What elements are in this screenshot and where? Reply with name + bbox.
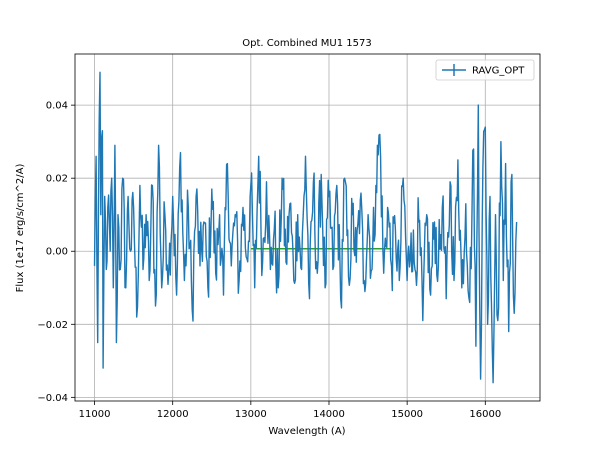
chart-title: Opt. Combined MU1 1573 <box>242 38 371 49</box>
plot-area: 11000 12000 13000 14000 15000 16000 −0.04 −0.02… <box>37 53 541 420</box>
y-axis-label: Flux (1e17 erg/s/cm^2/A) <box>15 164 26 293</box>
x-tick-label: 15000 <box>391 409 423 420</box>
series-line-ravg-opt <box>93 71 518 384</box>
y-tick-label: −0.04 <box>37 393 68 404</box>
x-tick-label: 13000 <box>235 409 267 420</box>
axes-frame <box>74 53 541 402</box>
y-tick-label: −0.02 <box>37 320 68 331</box>
y-tick-label: 0.04 <box>46 101 68 112</box>
x-tick-label: 14000 <box>313 409 345 420</box>
legend-box <box>435 59 535 81</box>
x-tick-label: 11000 <box>79 409 111 420</box>
x-tick-label: 12000 <box>157 409 189 420</box>
x-axis-label: Wavelength (A) <box>268 426 345 437</box>
y-tick-label: 0.02 <box>46 174 68 185</box>
x-tick-label: 16000 <box>469 409 501 420</box>
legend-label: RAVG_OPT <box>472 66 525 77</box>
y-tick-label: 0.00 <box>46 247 68 258</box>
